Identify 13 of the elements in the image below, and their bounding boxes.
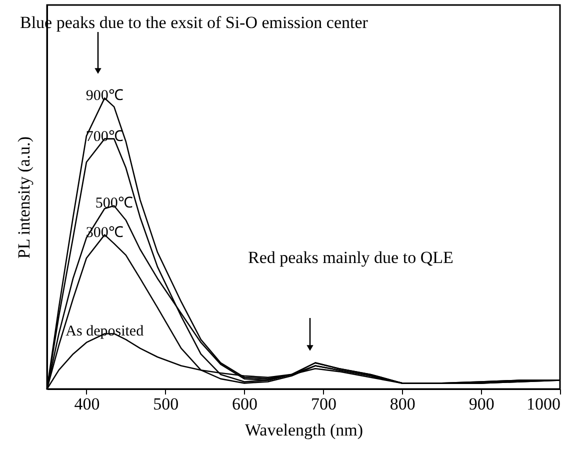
x-tick-label: 1000 bbox=[526, 394, 560, 414]
y-axis-title: PL intensity (a.u.) bbox=[14, 136, 34, 259]
x-axis-title: Wavelength (nm) bbox=[244, 420, 364, 440]
x-tick-label: 800 bbox=[390, 394, 416, 414]
series-label: As deposited bbox=[66, 324, 144, 340]
legend-label: 900℃ bbox=[86, 88, 124, 104]
annotation: Red peaks mainly due to QLE bbox=[248, 248, 454, 267]
x-tick-label: 600 bbox=[232, 394, 258, 414]
series-label: 500℃ bbox=[95, 196, 133, 212]
x-tick-label: 700 bbox=[310, 394, 336, 414]
x-tick-label: 900 bbox=[468, 394, 494, 414]
x-tick-label: 500 bbox=[153, 394, 179, 414]
x-tick-label: 400 bbox=[74, 394, 100, 414]
